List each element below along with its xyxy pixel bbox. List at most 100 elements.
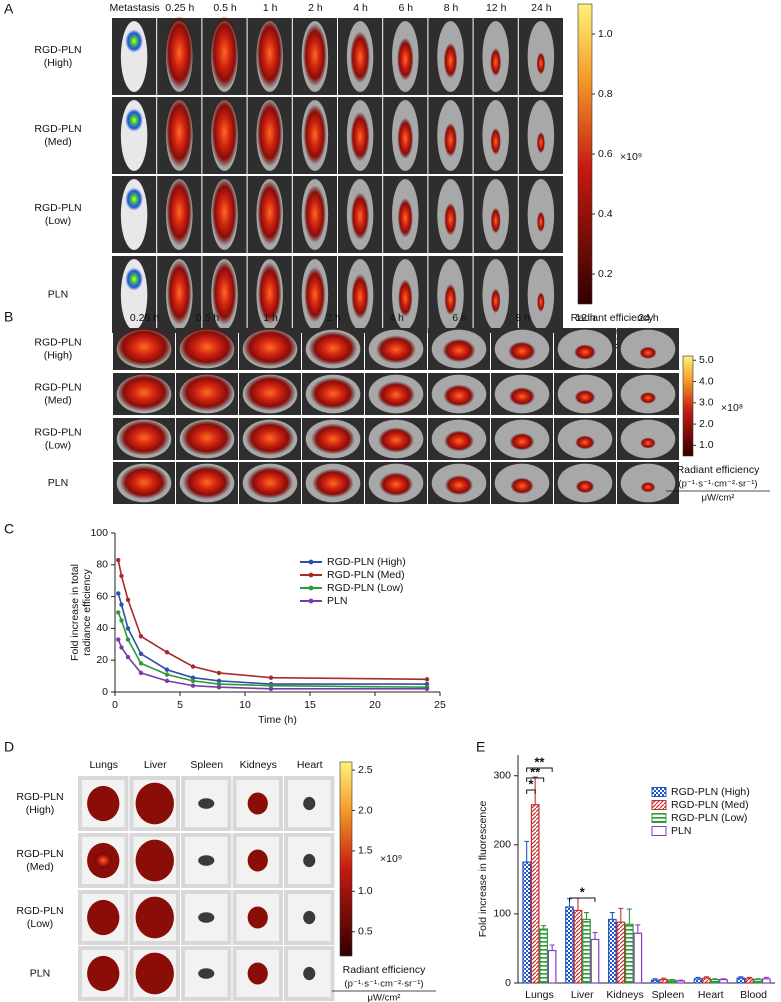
bar (761, 978, 771, 984)
column-header: 0.25 h (165, 2, 194, 14)
row-label: RGD-PLN (16, 848, 63, 860)
row-label: (Low) (45, 215, 71, 227)
colorbar-tick-label: 2.5 (358, 764, 373, 776)
error-bar (575, 897, 581, 911)
bar (590, 938, 600, 984)
signal (575, 480, 595, 494)
organ (247, 792, 268, 815)
signal (244, 374, 296, 411)
significance-bracket (526, 789, 536, 794)
error-bar (738, 976, 744, 979)
signal (303, 185, 326, 243)
column-header: 6 h (452, 312, 467, 324)
colorbar-title: Radiant efficiency (343, 964, 426, 976)
point (190, 675, 196, 680)
signal (508, 387, 536, 406)
signal (536, 131, 545, 154)
point (164, 672, 170, 677)
error-bar (635, 924, 641, 934)
organ (247, 962, 268, 985)
error-bar (721, 978, 726, 980)
significance-label: * (528, 776, 534, 791)
signal (575, 435, 595, 450)
x-tick-label: 15 (304, 699, 316, 711)
y-tick-label: 100 (90, 527, 108, 539)
column-header: 2 h (326, 312, 341, 324)
error-bar (712, 978, 718, 980)
column-header: Metastasis (110, 2, 160, 14)
point (216, 681, 222, 687)
organ (87, 785, 120, 822)
signal (256, 18, 284, 89)
signal (119, 465, 169, 500)
signal (490, 288, 501, 314)
signal (398, 279, 413, 318)
colorbar-tick-label: 2.0 (358, 804, 373, 816)
organ (87, 899, 120, 936)
colorbar-tick-label: 0.4 (598, 208, 613, 220)
colorbar-unit: μW/cm² (702, 493, 735, 504)
legend-label: RGD-PLN (Low) (327, 582, 403, 594)
legend-label: PLN (327, 595, 347, 607)
point (138, 661, 144, 666)
bar (744, 978, 754, 984)
signal (182, 465, 232, 500)
legend-marker (308, 585, 314, 591)
y-tick-label: 100 (493, 908, 511, 920)
point (138, 670, 144, 676)
bar (565, 906, 574, 984)
bar (530, 804, 540, 984)
bar (676, 980, 686, 984)
signal (537, 292, 545, 312)
column-header: 8 h (515, 312, 530, 324)
point (164, 678, 170, 684)
signal (302, 23, 327, 87)
signal (350, 111, 370, 162)
signal (444, 202, 457, 236)
x-tick-label: Blood (740, 989, 767, 1001)
x-tick-label: 25 (434, 699, 446, 711)
bar (624, 923, 634, 984)
signal (125, 29, 143, 53)
bar (607, 918, 617, 984)
series-line (117, 639, 427, 690)
significance-bracket (526, 777, 545, 782)
signal (165, 15, 194, 90)
signal (311, 423, 355, 455)
point (138, 634, 144, 639)
bar (633, 932, 643, 984)
signal (245, 420, 295, 456)
point (119, 602, 124, 607)
error-bar (755, 978, 761, 980)
signal (397, 117, 414, 160)
colorbar-unit: (p⁻¹·s⁻¹·cm⁻²·sr⁻¹) (678, 479, 757, 490)
x-axis-label: Time (h) (258, 714, 297, 726)
point (424, 686, 430, 692)
error-bar (678, 979, 684, 981)
legend-marker (308, 559, 314, 565)
significance-bracket (526, 767, 553, 772)
organ (303, 910, 316, 925)
column-header: 12 h (486, 2, 507, 14)
signal (351, 273, 369, 320)
x-tick-label: Spleen (652, 989, 685, 1001)
organ (135, 896, 174, 939)
bar (659, 978, 669, 984)
column-header: 12 h (575, 312, 596, 324)
point (125, 626, 131, 631)
x-tick-label: 5 (177, 699, 183, 711)
row-label: (High) (44, 349, 73, 361)
bar (547, 949, 557, 984)
point (116, 591, 121, 596)
signal (246, 466, 294, 499)
point (125, 654, 131, 660)
column-header: Liver (144, 759, 167, 771)
colorbar-tick-label: 2.0 (699, 418, 714, 430)
panel-label: B (4, 309, 13, 325)
signal (312, 468, 354, 498)
row-label: (High) (26, 804, 55, 816)
signal (639, 392, 657, 404)
y-axis-label: Fold increase in total (69, 564, 81, 661)
signal (350, 31, 371, 84)
